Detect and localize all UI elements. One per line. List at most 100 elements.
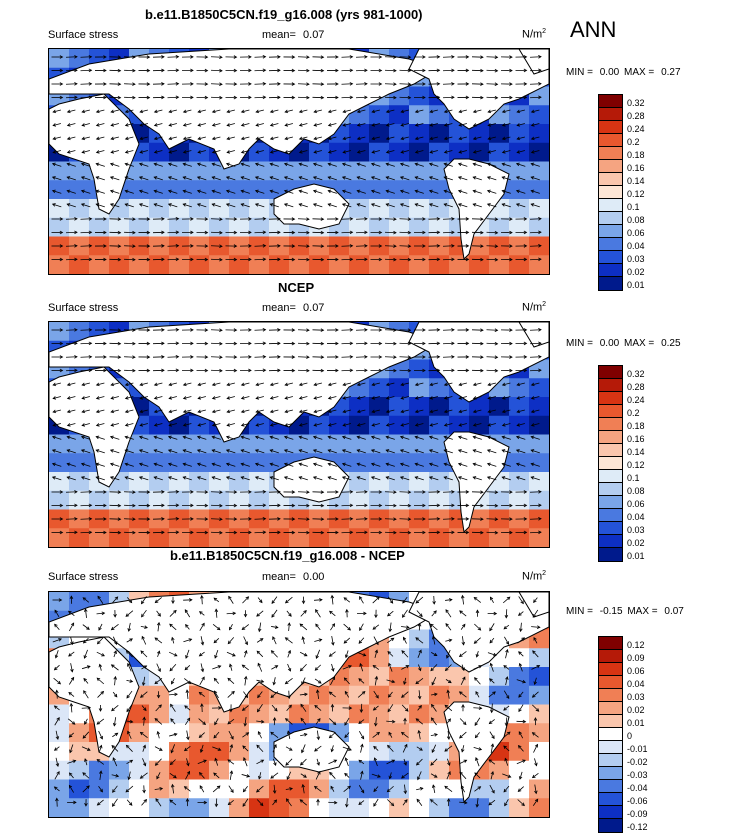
stress-field-cell [289, 798, 310, 817]
stress-field-cell [369, 453, 390, 472]
stress-field-cell [409, 435, 430, 454]
stress-field-cell [489, 255, 510, 274]
panel-1-units-sup: 2 [542, 28, 546, 35]
stress-field-cell [349, 397, 370, 416]
panel-3-max-value: 0.07 [664, 606, 683, 617]
stress-field-cell [49, 49, 70, 68]
colorbar-label: 0.01 [627, 718, 645, 728]
stress-field-cell [49, 798, 70, 817]
stress-field-cell [49, 780, 70, 799]
panel-2-map-svg [49, 322, 549, 547]
stress-field-cell [409, 648, 430, 667]
stress-field-cell [69, 472, 90, 491]
colorbar-swatch [599, 225, 622, 238]
colorbar-label: 0.24 [627, 124, 645, 134]
colorbar-swatch [599, 277, 622, 290]
stress-field-cell [509, 667, 530, 686]
stress-field-cell [529, 648, 549, 667]
stress-field-cell [409, 416, 430, 435]
stress-field-cell [509, 491, 530, 510]
stress-field-cell [49, 162, 70, 181]
stress-field-cell [409, 742, 430, 761]
colorbar-label: 0.16 [627, 163, 645, 173]
stress-field-cell [169, 453, 190, 472]
stress-field-cell [509, 705, 530, 724]
stress-field-cell [89, 761, 110, 780]
stress-field-cell [509, 742, 530, 761]
colorbar-label: 0.28 [627, 382, 645, 392]
stress-field-cell [469, 686, 490, 705]
colorbar-swatch [599, 147, 622, 160]
stress-field-cell [409, 453, 430, 472]
stress-field-cell [509, 218, 530, 237]
colorbar-label: 0.16 [627, 434, 645, 444]
colorbar-swatch [599, 650, 622, 663]
stress-field-cell [389, 199, 410, 218]
stress-field-cell [409, 360, 430, 379]
stress-field-cell [409, 630, 430, 649]
stress-field-cell [69, 180, 90, 199]
panel-1-min-value: 0.00 [600, 67, 619, 78]
stress-field-cell [369, 798, 390, 817]
season-label: ANN [570, 17, 616, 43]
panel-3-colorbar [598, 636, 623, 833]
stress-field-cell [229, 780, 250, 799]
colorbar-label: 0.03 [627, 525, 645, 535]
stress-field-cell [269, 528, 290, 547]
colorbar-label: 0.18 [627, 150, 645, 160]
stress-field-cell [329, 528, 350, 547]
colorbar-swatch [599, 496, 622, 509]
stress-field-cell [529, 723, 549, 742]
colorbar-swatch [599, 715, 622, 728]
colorbar-swatch [599, 238, 622, 251]
colorbar-swatch [599, 689, 622, 702]
stress-field-cell [409, 124, 430, 143]
panel-1-units: N/m2 [522, 28, 546, 41]
colorbar-label: 0.02 [627, 267, 645, 277]
stress-field-cell [529, 218, 549, 237]
colorbar-label: 0.12 [627, 640, 645, 650]
stress-field-cell [429, 218, 450, 237]
stress-field-cell [389, 453, 410, 472]
stress-field-cell [349, 255, 370, 274]
colorbar-label: 0.2 [627, 137, 640, 147]
colorbar-swatch [599, 134, 622, 147]
colorbar-swatch [599, 702, 622, 715]
stress-field-cell [249, 180, 270, 199]
stress-field-cell [129, 162, 150, 181]
colorbar-label: 0.08 [627, 215, 645, 225]
stress-field-cell [49, 742, 70, 761]
colorbar-swatch [599, 548, 622, 561]
stress-field-cell [369, 648, 390, 667]
colorbar-label: -0.03 [627, 770, 648, 780]
stress-field-cell [309, 435, 330, 454]
colorbar-swatch [599, 212, 622, 225]
stress-field-cell [529, 472, 549, 491]
stress-field-cell [129, 491, 150, 510]
stress-field-cell [209, 798, 230, 817]
panel-2-min-value: 0.00 [600, 338, 619, 349]
panel-3-mean-value: 0.00 [303, 571, 324, 583]
stress-field-cell [49, 723, 70, 742]
stress-field-cell [129, 180, 150, 199]
stress-field-cell [349, 124, 370, 143]
stress-field-cell [149, 472, 170, 491]
colorbar-swatch [599, 535, 622, 548]
panel-1-max-value: 0.27 [661, 67, 680, 78]
stress-field-cell [489, 798, 510, 817]
stress-field-cell [149, 742, 170, 761]
colorbar-label: -0.12 [627, 822, 648, 832]
colorbar-swatch [599, 444, 622, 457]
stress-field-cell [409, 472, 430, 491]
colorbar-swatch [599, 793, 622, 806]
stress-field-cell [249, 705, 270, 724]
stress-field-cell [329, 143, 350, 162]
stress-field-cell [149, 162, 170, 181]
stress-field-cell [229, 528, 250, 547]
stress-field-cell [429, 397, 450, 416]
stress-field-cell [409, 378, 430, 397]
stress-field-cell [69, 255, 90, 274]
colorbar-label: 0.1 [627, 473, 640, 483]
stress-field-cell [189, 491, 210, 510]
stress-field-cell [289, 435, 310, 454]
